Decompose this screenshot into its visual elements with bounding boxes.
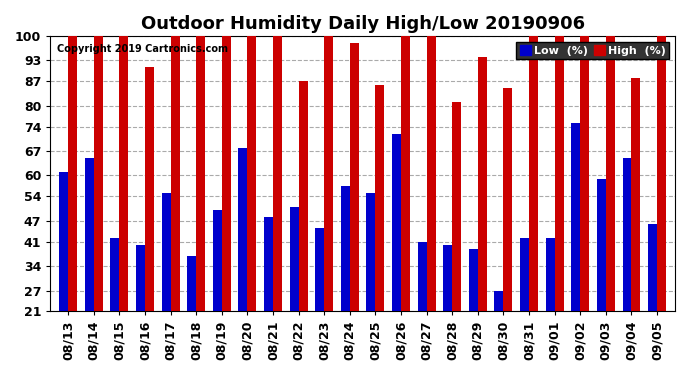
Bar: [273, 36, 282, 375]
Bar: [520, 238, 529, 375]
Bar: [495, 291, 504, 375]
Bar: [264, 217, 273, 375]
Bar: [324, 36, 333, 375]
Legend: Low  (%), High  (%): Low (%), High (%): [516, 42, 669, 59]
Bar: [597, 179, 606, 375]
Bar: [401, 36, 410, 375]
Bar: [648, 224, 657, 375]
Bar: [606, 36, 615, 375]
Bar: [478, 57, 487, 375]
Bar: [452, 102, 461, 375]
Bar: [290, 207, 299, 375]
Bar: [546, 238, 555, 375]
Bar: [110, 238, 119, 375]
Bar: [161, 193, 170, 375]
Bar: [213, 210, 221, 375]
Bar: [580, 36, 589, 375]
Bar: [68, 36, 77, 375]
Bar: [631, 78, 640, 375]
Bar: [417, 242, 426, 375]
Bar: [555, 36, 564, 375]
Bar: [94, 36, 103, 375]
Bar: [657, 36, 666, 375]
Bar: [375, 85, 384, 375]
Bar: [170, 36, 179, 375]
Bar: [571, 123, 580, 375]
Bar: [59, 172, 68, 375]
Bar: [196, 36, 205, 375]
Text: Copyright 2019 Cartronics.com: Copyright 2019 Cartronics.com: [57, 44, 228, 54]
Bar: [504, 88, 513, 375]
Bar: [315, 228, 324, 375]
Bar: [366, 193, 375, 375]
Bar: [341, 186, 350, 375]
Bar: [299, 81, 308, 375]
Title: Outdoor Humidity Daily High/Low 20190906: Outdoor Humidity Daily High/Low 20190906: [141, 15, 584, 33]
Bar: [85, 158, 94, 375]
Bar: [622, 158, 631, 375]
Bar: [350, 43, 359, 375]
Bar: [239, 147, 248, 375]
Bar: [469, 249, 478, 375]
Bar: [426, 36, 435, 375]
Bar: [248, 36, 257, 375]
Bar: [119, 36, 128, 375]
Bar: [221, 36, 230, 375]
Bar: [145, 68, 154, 375]
Bar: [136, 245, 145, 375]
Bar: [529, 36, 538, 375]
Bar: [392, 134, 401, 375]
Bar: [443, 245, 452, 375]
Bar: [187, 256, 196, 375]
